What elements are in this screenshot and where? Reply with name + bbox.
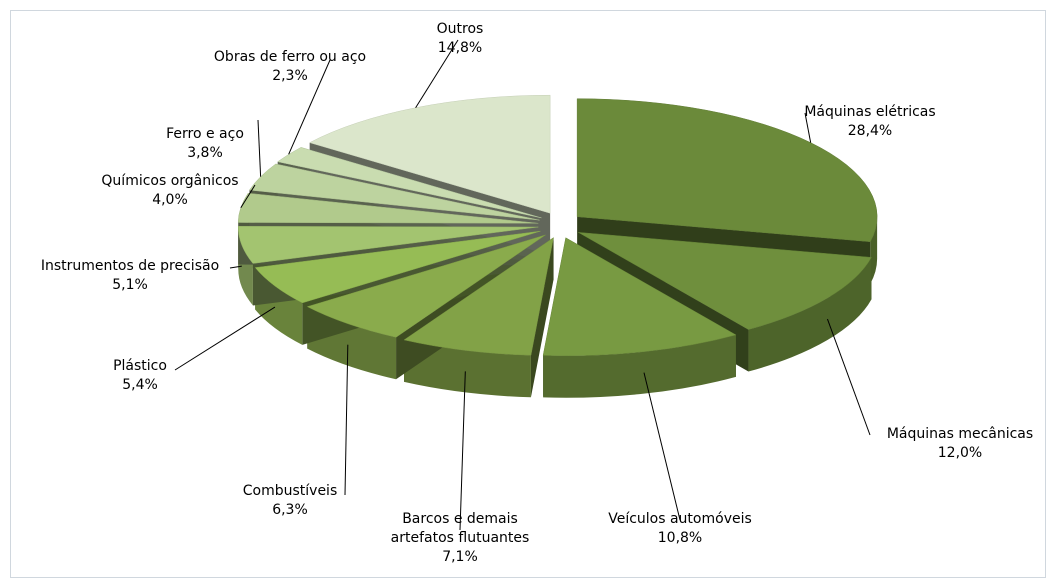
pie-slice — [306, 234, 546, 338]
category-label: Combustíveis — [242, 483, 338, 499]
slice-label: Combustíveis 6,3% — [243, 482, 338, 520]
slice-wall — [543, 334, 736, 398]
pie-slice — [542, 237, 737, 356]
slice-label: Químicos orgânicos 4,0% — [101, 172, 238, 210]
leader-line — [257, 119, 262, 177]
leader-line — [415, 39, 459, 108]
value-label: 28,4% — [847, 123, 893, 139]
slice-wall — [404, 339, 531, 398]
slice-wall — [748, 257, 872, 372]
pie-slice — [578, 232, 872, 330]
value-label: 5,4% — [122, 377, 158, 393]
value-label: 2,3% — [272, 68, 308, 84]
leader-line — [288, 59, 331, 155]
slice-label: Máquinas mecânicas 12,0% — [887, 425, 1033, 463]
leader-line — [643, 372, 681, 521]
category-label: Barcos e demais artefatos flutuantes — [390, 511, 530, 546]
leader-line — [344, 344, 349, 496]
slice-label: Instrumentos de precisão 5,1% — [41, 257, 219, 295]
value-label: 14,8% — [437, 40, 483, 56]
value-label: 6,3% — [272, 502, 308, 518]
category-label: Máquinas elétricas — [804, 104, 936, 120]
pie-slice — [249, 163, 540, 221]
category-label: Outros — [436, 21, 484, 37]
slice-label: Outros 14,8% — [437, 20, 484, 58]
slice-label: Ferro e aço 3,8% — [166, 125, 244, 163]
category-label: Ferro e aço — [166, 126, 244, 142]
leader-line — [229, 265, 242, 269]
slice-label: Obras de ferro ou aço 2,3% — [214, 48, 366, 86]
category-label: Veículos automóveis — [608, 511, 752, 527]
pie-slice — [238, 226, 539, 264]
value-label: 12,0% — [937, 445, 983, 461]
pie-slice — [254, 230, 541, 304]
value-label: 5,1% — [112, 277, 148, 293]
leader-line — [240, 184, 256, 209]
category-label: Instrumentos de precisão — [40, 258, 220, 274]
slice-wall — [870, 216, 878, 284]
leader-line — [174, 306, 276, 371]
value-label: 10,8% — [657, 530, 703, 546]
category-label: Plástico — [113, 358, 167, 374]
category-label: Máquinas mecânicas — [886, 426, 1034, 442]
value-label: 4,0% — [152, 192, 188, 208]
slice-label: Veículos automóveis 10,8% — [608, 510, 752, 548]
category-label: Químicos orgânicos — [101, 173, 239, 189]
pie-slice — [403, 237, 554, 356]
slice-label: Barcos e demais artefatos flutuantes 7,1% — [375, 510, 545, 567]
slice-label: Máquinas elétricas 28,4% — [804, 103, 935, 141]
value-label: 7,1% — [442, 549, 478, 565]
leader-line — [826, 318, 871, 436]
leader-line — [804, 112, 812, 143]
category-label: Obras de ferro ou aço — [213, 49, 367, 65]
leader-line — [459, 371, 466, 531]
value-label: 3,8% — [187, 145, 223, 161]
slice-label: Plástico 5,4% — [113, 357, 167, 395]
